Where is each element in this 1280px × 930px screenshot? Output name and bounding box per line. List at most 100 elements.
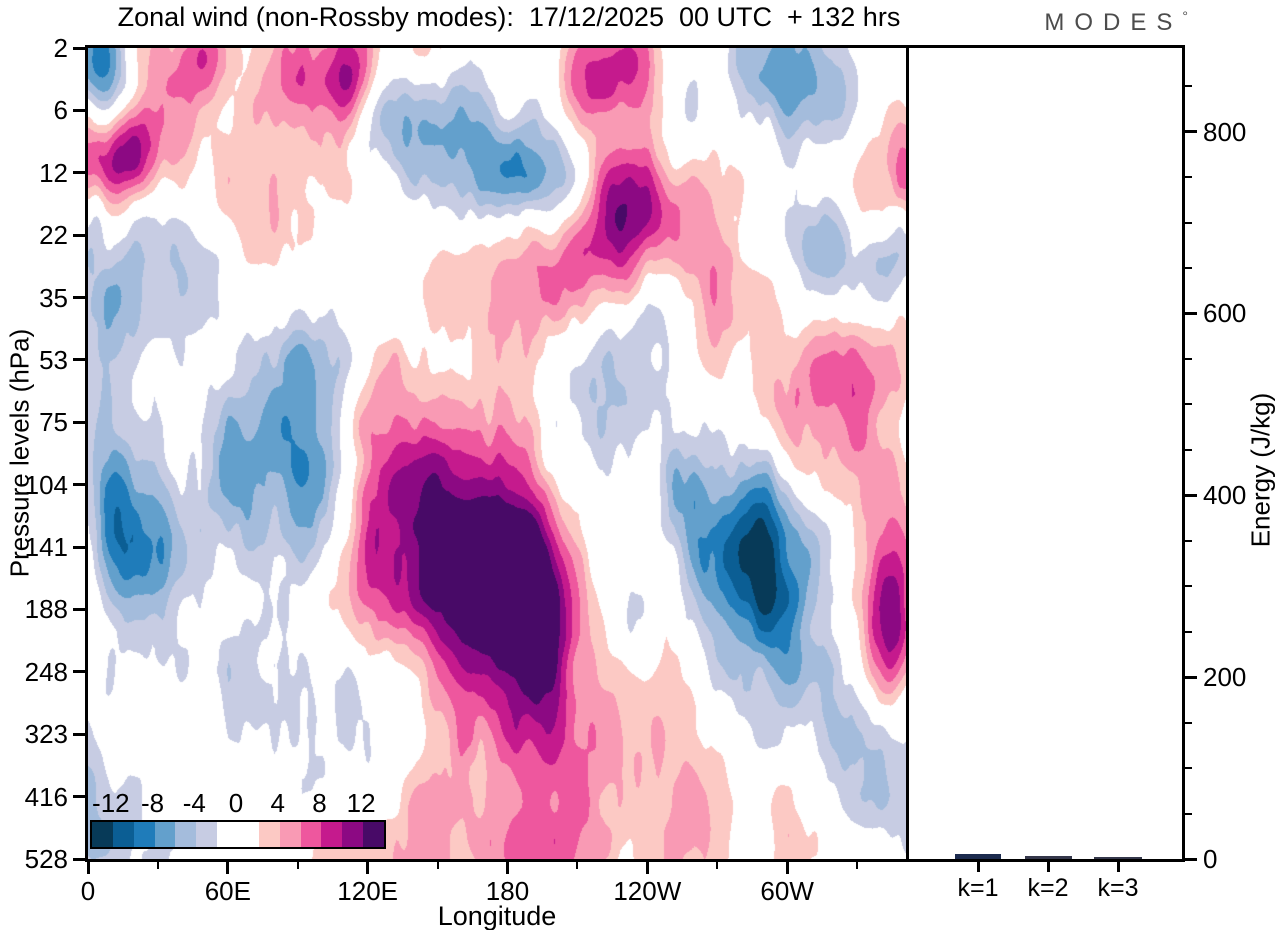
energy-minor-tick bbox=[1185, 767, 1192, 770]
pressure-tick bbox=[73, 607, 85, 611]
longitude-tick-label: 60E bbox=[204, 876, 251, 906]
longitude-tick bbox=[366, 862, 370, 874]
k-tick bbox=[976, 862, 980, 872]
colorbar-segment bbox=[217, 822, 239, 847]
longitude-tick-label: 180 bbox=[485, 876, 530, 906]
pressure-tick-label: 12 bbox=[39, 157, 68, 188]
energy-minor-tick bbox=[1185, 357, 1192, 360]
longitude-tick bbox=[645, 862, 649, 874]
colorbar-segment bbox=[342, 822, 364, 847]
k-tick-label: k=1 bbox=[957, 874, 999, 902]
pressure-tick bbox=[73, 795, 85, 799]
colorbar-tick-label: -12 bbox=[92, 788, 130, 818]
energy-tick bbox=[1185, 857, 1197, 861]
longitude-minor-tick bbox=[436, 862, 439, 869]
energy-minor-tick bbox=[1185, 176, 1192, 179]
energy-minor-tick bbox=[1185, 539, 1192, 542]
panel-separator bbox=[906, 48, 909, 859]
energy-tick-label: 0 bbox=[1203, 844, 1218, 874]
energy-tick bbox=[1185, 311, 1197, 315]
modes-logo: MODES° bbox=[1044, 8, 1188, 37]
energy-tick-label: 600 bbox=[1203, 298, 1247, 329]
pressure-tick bbox=[73, 483, 85, 487]
energy-bar bbox=[1094, 857, 1142, 859]
energy-tick bbox=[1185, 675, 1197, 679]
longitude-minor-tick bbox=[576, 862, 579, 869]
energy-minor-tick bbox=[1185, 812, 1192, 815]
pressure-tick bbox=[73, 358, 85, 362]
energy-minor-tick bbox=[1185, 85, 1192, 88]
pressure-tick bbox=[73, 732, 85, 736]
colorbar-segment bbox=[92, 822, 113, 847]
energy-tick-label: 800 bbox=[1203, 116, 1247, 147]
energy-minor-tick bbox=[1185, 585, 1192, 588]
energy-minor-tick bbox=[1185, 267, 1192, 270]
pressure-tick-label: 6 bbox=[53, 95, 68, 126]
colorbar-tick-label: 0 bbox=[228, 788, 244, 818]
colorbar-segment bbox=[321, 822, 343, 847]
k-tick-label: k=2 bbox=[1027, 874, 1069, 902]
pressure-tick bbox=[73, 171, 85, 175]
pressure-tick bbox=[73, 420, 85, 424]
colorbar-segment bbox=[196, 822, 218, 847]
pressure-tick-label: 188 bbox=[24, 594, 68, 625]
longitude-axis-label: Longitude bbox=[437, 901, 557, 930]
longitude-tick bbox=[505, 862, 509, 874]
energy-bar bbox=[1024, 856, 1072, 859]
pressure-tick-label: 22 bbox=[39, 220, 68, 251]
energy-minor-tick bbox=[1185, 721, 1192, 724]
colorbar-segment bbox=[133, 822, 155, 847]
colorbar-segment bbox=[112, 822, 134, 847]
k-tick bbox=[1046, 862, 1050, 872]
pressure-axis-label: Pressure levels (hPa) bbox=[4, 328, 35, 578]
longitude-minor-tick bbox=[296, 862, 299, 869]
pressure-tick-label: 141 bbox=[24, 532, 68, 563]
k-tick-label: k=3 bbox=[1097, 874, 1139, 902]
energy-tick-label: 400 bbox=[1203, 480, 1247, 511]
modes-logo-text: MODES bbox=[1044, 9, 1183, 36]
colorbar-segment bbox=[300, 822, 322, 847]
pressure-tick-label: 416 bbox=[24, 781, 68, 812]
energy-bar bbox=[955, 853, 1001, 859]
colorbar-segment bbox=[363, 822, 385, 847]
longitude-tick bbox=[785, 862, 789, 874]
longitude-minor-tick bbox=[856, 862, 859, 869]
energy-tick-label: 200 bbox=[1203, 662, 1247, 693]
pressure-tick bbox=[73, 108, 85, 112]
longitude-tick-label: 120E bbox=[337, 876, 399, 906]
pressure-tick-label: 528 bbox=[24, 844, 68, 874]
pressure-tick bbox=[73, 545, 85, 549]
colorbar-segment bbox=[258, 822, 280, 847]
colorbar-tick-label: 4 bbox=[270, 788, 285, 818]
pressure-tick bbox=[73, 670, 85, 674]
colorbar-segment bbox=[175, 822, 197, 847]
energy-axis-label: Energy (J/kg) bbox=[1245, 392, 1276, 548]
pressure-tick-label: 248 bbox=[24, 656, 68, 687]
pressure-tick bbox=[73, 233, 85, 237]
colorbar-segment bbox=[279, 822, 301, 847]
pressure-tick-label: 323 bbox=[24, 719, 68, 750]
colorbar-tick-label: -8 bbox=[141, 788, 165, 818]
pressure-tick-label: 75 bbox=[39, 407, 68, 438]
modes-logo-degree-mark: ° bbox=[1182, 8, 1188, 24]
longitude-tick-label: 0 bbox=[80, 876, 96, 906]
longitude-minor-tick bbox=[716, 862, 719, 869]
pressure-tick bbox=[73, 46, 85, 50]
pressure-tick bbox=[73, 296, 85, 300]
colorbar-tick-label: 12 bbox=[346, 788, 376, 818]
k-tick bbox=[1116, 862, 1120, 872]
longitude-tick bbox=[86, 862, 90, 874]
longitude-tick-label: 60W bbox=[760, 876, 814, 906]
longitude-minor-tick bbox=[156, 862, 159, 869]
colorbar-tick-label: -4 bbox=[182, 788, 206, 818]
colorbar-tick-label: 8 bbox=[312, 788, 327, 818]
energy-minor-tick bbox=[1185, 221, 1192, 224]
pressure-tick-label: 53 bbox=[39, 344, 68, 375]
energy-tick bbox=[1185, 493, 1197, 497]
colorbar bbox=[90, 820, 386, 849]
energy-minor-tick bbox=[1185, 403, 1192, 406]
pressure-tick-label: 104 bbox=[24, 469, 68, 500]
page-title: Zonal wind (non-Rossby modes): 17/12/202… bbox=[117, 2, 901, 32]
pressure-tick bbox=[73, 857, 85, 861]
